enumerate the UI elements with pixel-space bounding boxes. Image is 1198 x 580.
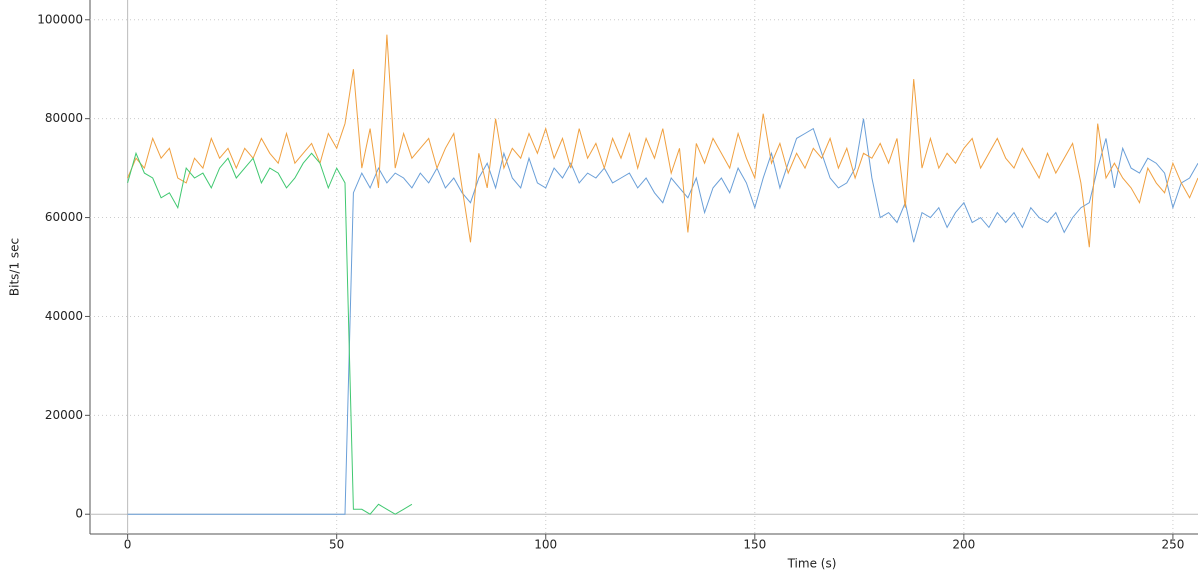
x-tick-label: 150	[743, 538, 766, 552]
y-tick-label: 0	[75, 507, 83, 521]
x-axis-title: Time (s)	[787, 557, 837, 571]
y-tick-label: 100000	[37, 12, 83, 26]
series-line	[127, 151, 413, 515]
y-tick-label: 20000	[45, 408, 83, 422]
series-line	[127, 34, 1198, 248]
x-tick-label: 250	[1161, 538, 1184, 552]
series-line	[127, 118, 1198, 515]
x-tick-label: 0	[124, 538, 132, 552]
y-tick-label: 60000	[45, 210, 83, 224]
y-tick-label: 80000	[45, 111, 83, 125]
x-tick-label: 50	[329, 538, 344, 552]
y-tick-label: 40000	[45, 309, 83, 323]
x-tick-label: 200	[952, 538, 975, 552]
y-axis-title: Bits/1 sec	[8, 238, 22, 296]
x-tick-label: 100	[534, 538, 557, 552]
